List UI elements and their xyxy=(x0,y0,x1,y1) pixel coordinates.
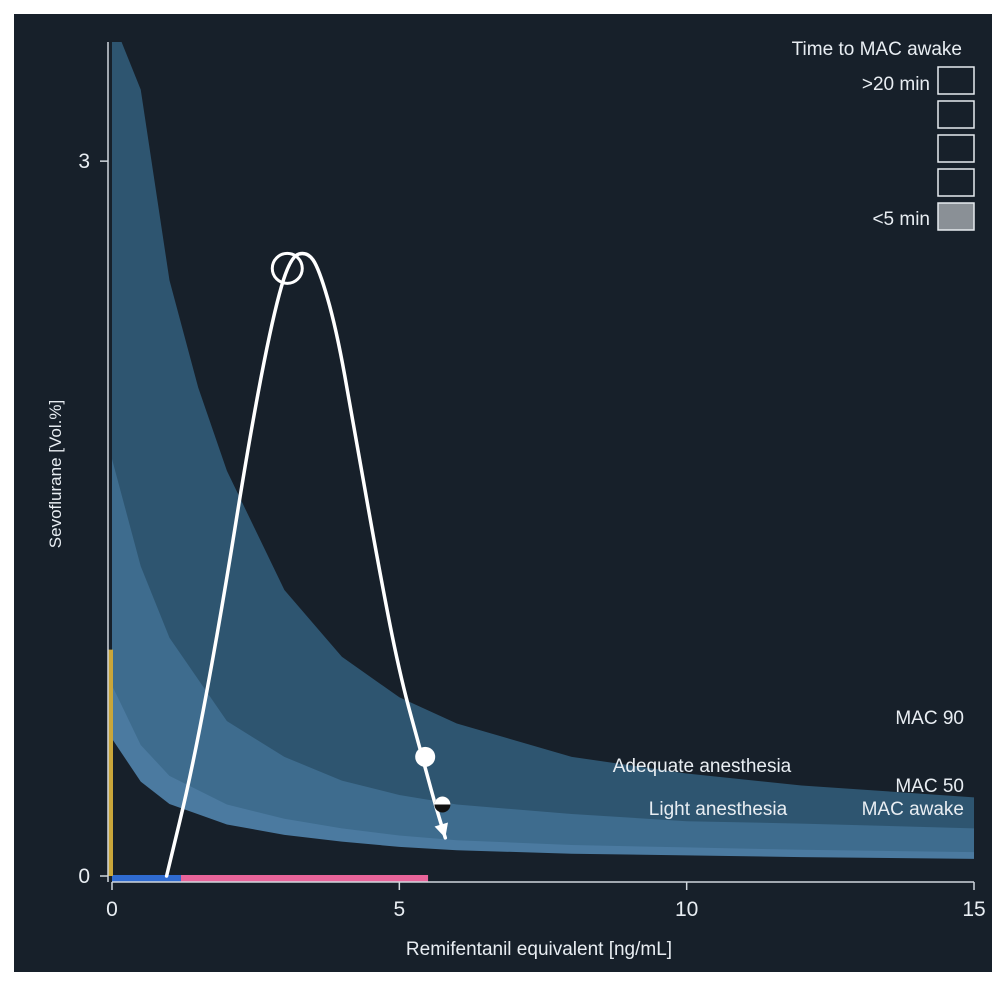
legend-box-4 xyxy=(937,168,975,197)
trajectory-mid-marker xyxy=(415,746,436,767)
legend-boxes xyxy=(937,66,975,231)
x-tick-label-0: 0 xyxy=(106,898,118,921)
band-label-mac-awake: MAC awake xyxy=(862,799,964,820)
x-tick-label-5: 5 xyxy=(393,898,405,921)
x-tick-label-10: 10 xyxy=(675,898,698,921)
trajectory-start-marker xyxy=(270,251,304,285)
y-bar xyxy=(108,649,113,876)
band-mac-awake xyxy=(112,685,974,876)
x-axis-title: Remifentanil equivalent [ng/mL] xyxy=(406,939,672,960)
trajectory-arrowhead xyxy=(434,822,448,838)
legend-top-label: >20 min xyxy=(862,74,930,95)
legend-title: Time to MAC awake xyxy=(792,39,962,60)
bars-layer xyxy=(108,649,429,882)
trajectory-current-marker-half xyxy=(434,796,451,805)
trajectory-line xyxy=(164,251,448,878)
y-axis-title: Sevoflurane [Vol.%] xyxy=(46,400,65,548)
trajectory-layer xyxy=(164,251,451,878)
legend-bottom-label: <5 min xyxy=(872,209,930,230)
band-label-mac-50: MAC 50 xyxy=(895,776,964,797)
legend: Time to MAC awake >20 min <5 min xyxy=(792,39,975,231)
bands-layer xyxy=(112,42,974,876)
band-label-light: Light anesthesia xyxy=(649,799,788,820)
band-label-adequate: Adequate anesthesia xyxy=(613,756,792,777)
chart-svg: 0 5 10 15 0 3 MAC 90 Adequate anesthesia MAC … xyxy=(46,39,986,960)
x-tick-label-15: 15 xyxy=(962,898,985,921)
band-label-mac-90: MAC 90 xyxy=(895,708,964,729)
x-bar-segment-2 xyxy=(180,875,429,882)
y-tick-label-3: 3 xyxy=(78,150,90,173)
legend-box-5 xyxy=(937,202,975,231)
legend-box-1 xyxy=(937,66,975,95)
chart-frame: 0 5 10 15 0 3 MAC 90 Adequate anesthesia MAC … xyxy=(14,14,992,972)
x-bar-segment-1 xyxy=(112,875,181,882)
band-mac-90 xyxy=(112,42,974,876)
axes-layer: 0 5 10 15 0 3 xyxy=(78,42,986,921)
y-tick-label-0: 0 xyxy=(78,865,90,888)
legend-box-2 xyxy=(937,100,975,129)
band-floor xyxy=(112,738,974,876)
legend-box-3 xyxy=(937,134,975,163)
